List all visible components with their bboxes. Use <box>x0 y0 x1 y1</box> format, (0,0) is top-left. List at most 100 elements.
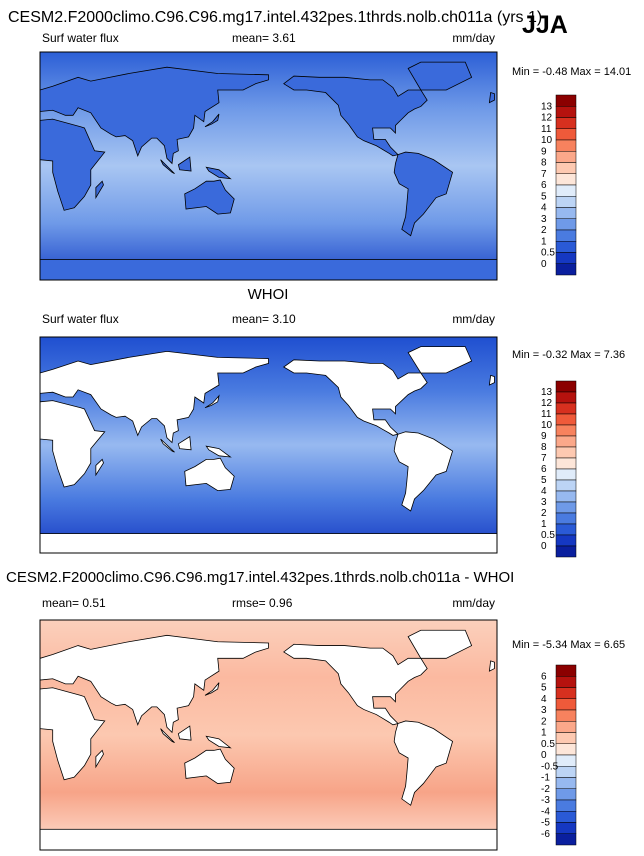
colorbar-label: -0.5 <box>541 761 559 772</box>
colorbar-box <box>555 743 577 756</box>
map-layer <box>40 61 497 280</box>
colorbar-label: 12 <box>541 398 553 409</box>
colorbar-box <box>555 534 577 547</box>
colorbar-label: 2 <box>541 716 547 727</box>
colorbar-box <box>555 263 577 276</box>
colorbar-label: 0 <box>541 541 547 552</box>
colorbar-label: 4 <box>541 203 547 214</box>
colorbar-label: 1 <box>541 519 547 530</box>
antarctica <box>40 533 497 553</box>
map-frame <box>39 51 498 281</box>
colorbar-label: 9 <box>541 146 547 157</box>
colorbar-box <box>555 162 577 174</box>
colorbar-label: 12 <box>541 113 553 124</box>
colorbar-box <box>555 184 577 197</box>
colorbar-box <box>555 380 577 393</box>
antarctica <box>40 259 497 280</box>
colorbar-box <box>555 479 577 492</box>
colorbar-box <box>555 833 577 846</box>
colorbar-box <box>555 676 577 688</box>
center-label: mean= 3.61 <box>232 31 296 45</box>
colorbar-box <box>555 413 577 426</box>
colorbar-label: 3 <box>541 497 547 508</box>
colorbar-box <box>555 117 577 129</box>
colorbar-label: 10 <box>541 420 553 431</box>
colorbar-label: 2 <box>541 508 547 519</box>
colorbar-box <box>555 402 577 415</box>
colorbar-box <box>555 391 577 404</box>
colorbar-label: 1 <box>541 728 547 739</box>
colorbar-box <box>555 151 577 163</box>
colorbar-label: -1 <box>541 773 550 784</box>
colorbar-box <box>555 754 577 767</box>
colorbar-label: 0.5 <box>541 739 555 750</box>
colorbar-label: 4 <box>541 694 547 705</box>
colorbar-box <box>555 766 577 778</box>
colorbar-label: 9 <box>541 431 547 442</box>
colorbar-box <box>555 490 577 503</box>
colorbar-label: 11 <box>541 124 552 135</box>
min-max: Min = -0.48 Max = 14.01 <box>512 66 631 78</box>
colorbar-label: -2 <box>541 784 550 795</box>
map-frame <box>39 336 498 554</box>
colorbar-box <box>555 424 577 437</box>
left-label: Surf water flux <box>42 31 119 45</box>
colorbar-box <box>555 229 577 242</box>
panel-title: WHOI <box>248 286 289 303</box>
center-label: rmse= 0.96 <box>232 596 293 610</box>
colorbar-label: 3 <box>541 214 547 225</box>
min-max: Min = -0.32 Max = 7.36 <box>512 349 625 361</box>
colorbar-box <box>555 139 577 152</box>
units-label: mm/day <box>452 596 495 610</box>
colorbar-label: 3 <box>541 705 547 716</box>
colorbar-box <box>555 721 577 733</box>
colorbar-label: 13 <box>541 101 553 112</box>
colorbar-label: 6 <box>541 180 547 191</box>
colorbar-label: 10 <box>541 135 553 146</box>
colorbar-label: -4 <box>541 806 550 817</box>
colorbar-label: 8 <box>541 442 547 453</box>
units-label: mm/day <box>452 312 495 326</box>
colorbar-box <box>555 664 577 677</box>
colorbar-box <box>555 777 577 789</box>
colorbar-box <box>555 468 577 481</box>
colorbar-label: 1 <box>541 236 547 247</box>
colorbar-box <box>555 799 577 812</box>
map-frame <box>39 619 498 851</box>
colorbar-label: 6 <box>541 464 547 475</box>
colorbar-box <box>555 457 577 470</box>
colorbar-label: 8 <box>541 158 547 169</box>
colorbar-label: 5 <box>541 475 547 486</box>
panel-title: CESM2.F2000climo.C96.C96.mg17.intel.432p… <box>6 569 514 586</box>
colorbar-label: 0.5 <box>541 530 555 541</box>
colorbar-label: 0 <box>541 750 547 761</box>
colorbar-box <box>555 207 577 219</box>
colorbar-label: 5 <box>541 683 547 694</box>
left-label: Surf water flux <box>42 312 119 326</box>
antarctica <box>40 828 497 850</box>
colorbar-box <box>555 732 577 744</box>
colorbar-box <box>555 512 577 525</box>
center-label: mean= 3.10 <box>232 312 296 326</box>
colorbar-label: 0 <box>541 259 547 270</box>
left-label: mean= 0.51 <box>42 596 106 610</box>
season-label: JJA <box>522 11 568 39</box>
colorbar-box <box>555 94 577 107</box>
colorbar-label: 0.5 <box>541 248 555 259</box>
colorbar-box <box>555 128 577 141</box>
colorbar-label: 4 <box>541 486 547 497</box>
units-label: mm/day <box>452 31 495 45</box>
colorbar-label: 11 <box>541 409 552 420</box>
colorbar-box <box>555 545 577 558</box>
colorbar-label: -5 <box>541 818 550 829</box>
colorbar-box <box>555 523 577 536</box>
colorbar-box <box>555 241 577 253</box>
colorbar-label: -3 <box>541 795 550 806</box>
colorbar-label: 2 <box>541 225 547 236</box>
colorbar-label: -6 <box>541 829 550 840</box>
colorbar-label: 7 <box>541 169 547 180</box>
colorbar-box <box>555 811 577 823</box>
colorbar-box <box>555 446 577 459</box>
colorbar-label: 13 <box>541 387 553 398</box>
